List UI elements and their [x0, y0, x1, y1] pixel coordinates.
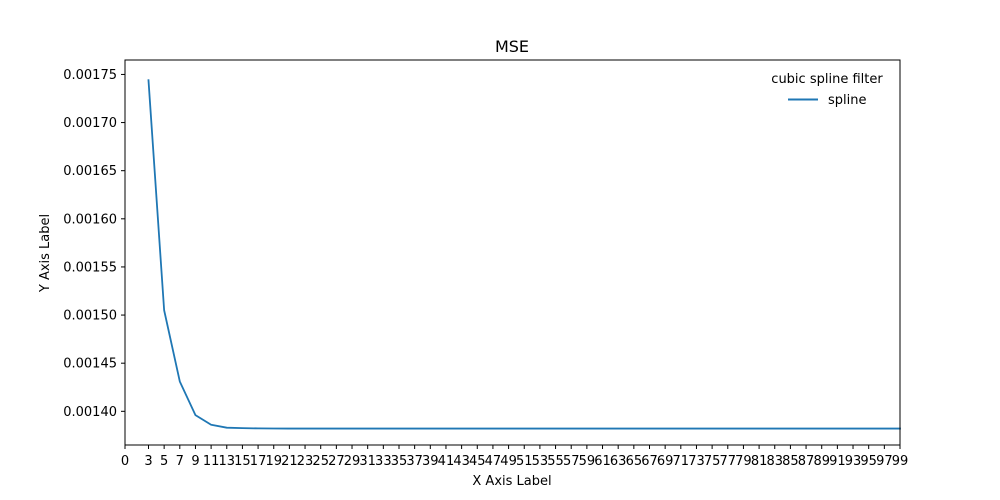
x-tick-label: 0 — [121, 454, 129, 469]
x-tick-label: 47 — [485, 454, 502, 469]
x-tick-label: 19 — [265, 454, 282, 469]
x-tick-label: 91 — [829, 454, 846, 469]
x-tick-label: 75 — [704, 454, 721, 469]
y-tick-label: 0.00140 — [63, 405, 117, 420]
x-tick-label: 77 — [720, 454, 737, 469]
x-tick-label: 13 — [218, 454, 235, 469]
y-axis-ticks: 0.00140 0.00145 0.00150 0.00155 0.00160 0.001… — [63, 68, 125, 420]
y-tick-label: 0.00170 — [63, 116, 117, 131]
x-tick-label: 3 — [144, 454, 152, 469]
x-tick-label: 27 — [328, 454, 345, 469]
axes-frame — [124, 59, 901, 446]
x-tick-label: 17 — [250, 454, 267, 469]
x-tick-label: 33 — [375, 454, 392, 469]
legend-title: cubic spline filter — [771, 72, 883, 87]
x-tick-label: 45 — [469, 454, 486, 469]
x-tick-label: 63 — [610, 454, 627, 469]
x-tick-label: 81 — [751, 454, 768, 469]
x-tick-label: 43 — [453, 454, 470, 469]
x-tick-label: 55 — [547, 454, 564, 469]
x-tick-label: 85 — [782, 454, 799, 469]
x-tick-label: 53 — [532, 454, 549, 469]
x-tick-label: 9 — [191, 454, 199, 469]
x-tick-label: 39 — [422, 454, 439, 469]
x-tick-label: 25 — [312, 454, 329, 469]
x-tick-label: 35 — [391, 454, 408, 469]
x-tick-label: 29 — [344, 454, 361, 469]
x-tick-label: 95 — [860, 454, 877, 469]
y-axis-label: Y Axis Label — [38, 214, 53, 293]
x-axis-ticks: 0 3 5 7 9 11 13 15 17 19 21 23 25 27 29 31 33 35 37 39 41 43 4… — [121, 445, 908, 469]
x-tick-label: 23 — [297, 454, 314, 469]
y-tick-label: 0.00145 — [63, 357, 117, 372]
x-tick-label: 83 — [766, 454, 783, 469]
y-tick-label: 0.00165 — [63, 164, 117, 179]
x-tick-label: 65 — [626, 454, 643, 469]
series-line-spline — [147, 79, 901, 430]
x-tick-label: 59 — [579, 454, 596, 469]
x-tick-label: 69 — [657, 454, 674, 469]
x-tick-label: 61 — [594, 454, 611, 469]
x-axis-label: X Axis Label — [472, 474, 551, 489]
y-tick-label: 0.00175 — [63, 68, 117, 83]
x-tick-label: 99 — [892, 454, 909, 469]
x-tick-label: 89 — [813, 454, 830, 469]
x-tick-label: 11 — [203, 454, 220, 469]
x-tick-label: 97 — [876, 454, 893, 469]
y-tick-label: 0.00155 — [63, 260, 117, 275]
x-tick-label: 51 — [516, 454, 533, 469]
legend-label-spline: spline — [828, 93, 867, 108]
x-tick-label: 5 — [160, 454, 168, 469]
x-tick-label: 37 — [406, 454, 423, 469]
x-tick-label: 21 — [281, 454, 298, 469]
legend: cubic spline filter spline — [771, 72, 883, 108]
y-tick-label: 0.00150 — [63, 309, 117, 324]
x-tick-label: 15 — [234, 454, 251, 469]
x-tick-label: 87 — [798, 454, 815, 469]
x-tick-label: 73 — [688, 454, 705, 469]
chart-title: MSE — [495, 37, 529, 56]
y-tick-label: 0.00160 — [63, 212, 117, 227]
plot-area: 0.00140 0.00145 0.00150 0.00155 0.00160 0.001… — [63, 59, 908, 469]
x-tick-label: 67 — [641, 454, 658, 469]
x-tick-label: 31 — [359, 454, 376, 469]
x-tick-label: 41 — [438, 454, 455, 469]
x-tick-label: 79 — [735, 454, 752, 469]
x-tick-label: 71 — [673, 454, 690, 469]
x-tick-label: 7 — [176, 454, 184, 469]
series-layer — [147, 79, 901, 430]
x-tick-label: 93 — [845, 454, 862, 469]
x-tick-label: 57 — [563, 454, 580, 469]
x-tick-label: 49 — [500, 454, 517, 469]
